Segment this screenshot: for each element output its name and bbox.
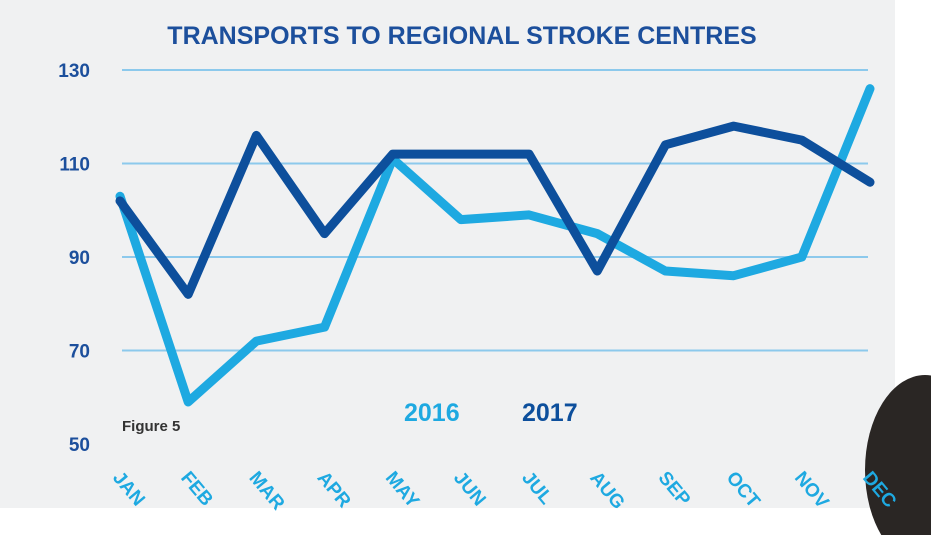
line-series [115, 84, 875, 407]
background [0, 0, 895, 508]
photo-person [865, 375, 931, 540]
legend-label: 2016 [404, 399, 460, 427]
y-tick-label: 90 [69, 248, 90, 269]
figure-label: Figure 5 [122, 418, 180, 435]
y-tick-label: 130 [58, 61, 90, 82]
chart-title: TRANSPORTS TO REGIONAL STROKE CENTRES [167, 22, 756, 50]
y-tick-label: 70 [69, 342, 90, 363]
y-tick-label: 110 [59, 155, 90, 176]
legend-label: 2017 [522, 399, 578, 427]
line-series [115, 121, 875, 299]
y-tick-label: 50 [69, 435, 90, 456]
